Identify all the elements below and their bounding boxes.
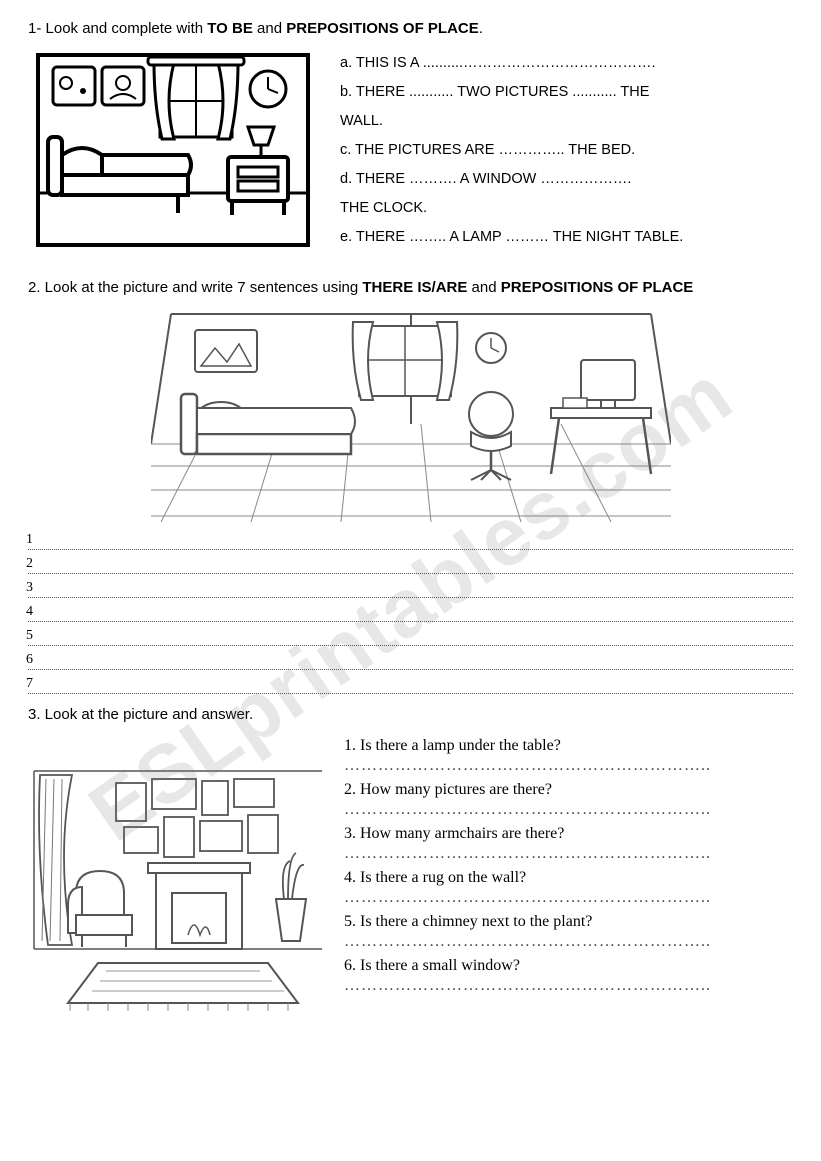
exercise3-questions: 1. Is there a lamp under the table? …………… (344, 735, 793, 1019)
ex1-h-part4: . (479, 20, 483, 37)
exercise1-questions: a. THIS IS A ..........…………………………………. b.… (340, 45, 793, 259)
ex1-line-d2: THE CLOCK. (340, 194, 793, 223)
ex3-a3: ……………………………………………………….. (344, 845, 793, 865)
exercise2-section: 2. Look at the picture and write 7 sente… (28, 277, 793, 694)
answer-line: 5 (28, 632, 793, 646)
line-number: 5 (26, 628, 35, 644)
ex1-line-b: b. THERE ........... TWO PICTURES ......… (340, 78, 793, 107)
line-number: 7 (26, 676, 35, 692)
answer-line: 1 (28, 536, 793, 550)
ex1-h-part0: 1- Look and complete with (28, 20, 207, 37)
ex2-h-part1: THERE IS/ARE (362, 279, 467, 296)
ex1-line-a: a. THIS IS A ..........…………………………………. (340, 49, 793, 78)
ex1-line-c: c. THE PICTURES ARE ………….. THE BED. (340, 136, 793, 165)
exercise3-section: 1. Is there a lamp under the table? …………… (28, 735, 793, 1019)
livingroom-figure (28, 735, 328, 1019)
ex1-line-d: d. THERE ………. A WINDOW ………………. (340, 165, 793, 194)
line-number: 2 (26, 556, 35, 572)
ex1-line-b2: WALL. (340, 107, 793, 136)
line-number: 3 (26, 580, 35, 596)
exercise3-heading: 3. Look at the picture and answer. (28, 704, 328, 725)
ex2-h-part2: and (467, 279, 500, 296)
line-number: 1 (26, 532, 35, 548)
ex3-q3: 3. How many armchairs are there? (344, 825, 793, 843)
ex3-q4: 4. Is there a rug on the wall? (344, 869, 793, 887)
ex1-h-part2: and (253, 20, 286, 37)
line-number: 6 (26, 652, 35, 668)
answer-line: 7 (28, 680, 793, 694)
ex3-a6: ……………………………………………………….. (344, 977, 793, 997)
exercise1-section: a. THIS IS A ..........…………………………………. b.… (28, 45, 793, 259)
ex3-q5: 5. Is there a chimney next to the plant? (344, 913, 793, 931)
line-number: 4 (26, 604, 35, 620)
bedroom-figure-2 (28, 304, 793, 528)
ex3-a5: ……………………………………………………….. (344, 933, 793, 953)
bedroom-figure-1 (28, 45, 318, 259)
ex3-a4: ……………………………………………………….. (344, 889, 793, 909)
ex1-line-e: e. THERE …….. A LAMP ……… THE NIGHT TABLE… (340, 223, 793, 252)
ex3-a1: ……………………………………………………….. (344, 757, 793, 777)
ex3-q6: 6. Is there a small window? (344, 957, 793, 975)
exercise1-heading: 1- Look and complete with TO BE and PREP… (28, 18, 793, 39)
answer-line: 6 (28, 656, 793, 670)
ex3-a2: ……………………………………………………….. (344, 801, 793, 821)
exercise2-answer-lines: 1 2 3 4 5 6 7 (28, 536, 793, 694)
exercise2-heading: 2. Look at the picture and write 7 sente… (28, 277, 793, 298)
answer-line: 3 (28, 584, 793, 598)
ex1-h-part1: TO BE (207, 20, 253, 37)
answer-line: 4 (28, 608, 793, 622)
ex2-h-part0: 2. Look at the picture and write 7 sente… (28, 279, 362, 296)
ex3-q2: 2. How many pictures are there? (344, 781, 793, 799)
ex2-h-part3: PREPOSITIONS OF PLACE (501, 279, 694, 296)
answer-line: 2 (28, 560, 793, 574)
ex3-q1: 1. Is there a lamp under the table? (344, 737, 793, 755)
ex1-h-part3: PREPOSITIONS OF PLACE (286, 20, 479, 37)
